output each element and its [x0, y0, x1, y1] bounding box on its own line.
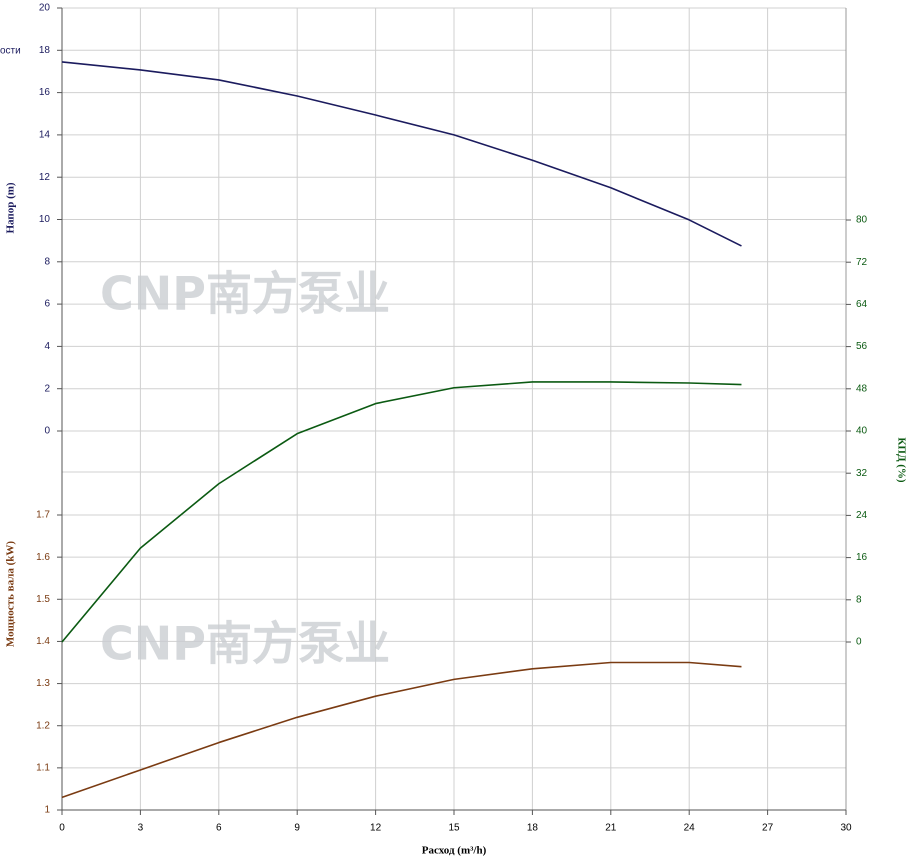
y-tick-label: 0	[44, 426, 50, 437]
y-tick-label: 16	[856, 552, 868, 563]
y-tick-label: 48	[856, 383, 868, 394]
curve	[61, 61, 742, 247]
y-tick-label: 1.6	[36, 552, 50, 563]
x-tick-label: 21	[605, 823, 617, 834]
y-tick-label: 64	[856, 299, 868, 310]
y-tick-label: 24	[856, 510, 868, 521]
watermark: CNP南方泵业	[100, 267, 390, 321]
y-tick-label: 32	[856, 468, 868, 479]
x-tick-label: 27	[762, 823, 774, 834]
y-tick-label: 14	[39, 130, 51, 141]
y-tick-label: 1.5	[36, 594, 50, 605]
x-tick-label: 30	[840, 823, 852, 834]
x-tick-label: 6	[216, 823, 222, 834]
y-tick-label: 1.3	[36, 678, 50, 689]
y-tick-label: 20	[39, 3, 51, 14]
y-tick-label: 56	[856, 341, 868, 352]
y-tick-label: 10	[39, 214, 51, 225]
curve	[61, 381, 742, 643]
y-tick-label: 16	[39, 87, 51, 98]
x-tick-label: 15	[448, 823, 460, 834]
y-tick-label: 8	[44, 256, 50, 267]
y-tick-label: 8	[856, 594, 862, 605]
y-tick-label: 1.4	[36, 636, 50, 647]
x-tick-label: 18	[527, 823, 539, 834]
y-tick-label: 0	[856, 637, 862, 648]
y-axis-title: Напор (m)	[5, 182, 17, 233]
x-tick-label: 12	[370, 823, 382, 834]
y-tick-label: 72	[856, 257, 868, 268]
curve	[61, 661, 742, 799]
x-tick-label: 3	[138, 823, 144, 834]
y-tick-label: 1.2	[36, 720, 50, 731]
y-tick-label: 1	[44, 805, 50, 816]
corner-label: ости	[0, 46, 21, 57]
y2-axis-title: КПД (%)	[895, 437, 907, 483]
x-tick-label: 9	[294, 823, 300, 834]
y-tick-label: 12	[39, 172, 51, 183]
y-tick-label: 2	[44, 383, 50, 394]
y-tick-label: 80	[856, 215, 868, 226]
y-tick-label: 4	[44, 341, 50, 352]
x-tick-label: 0	[59, 823, 65, 834]
y-tick-label: 1.1	[36, 762, 50, 773]
x-tick-label: 24	[684, 823, 696, 834]
y-tick-label: 18	[39, 45, 51, 56]
y3-axis-title: Мощность вала (kW)	[5, 541, 17, 647]
y-tick-label: 40	[856, 426, 868, 437]
y-tick-label: 1.7	[36, 510, 50, 521]
watermark: CNP南方泵业	[100, 617, 390, 671]
x-axis-title: Расход (m³/h)	[422, 845, 487, 857]
y-tick-label: 6	[44, 299, 50, 310]
